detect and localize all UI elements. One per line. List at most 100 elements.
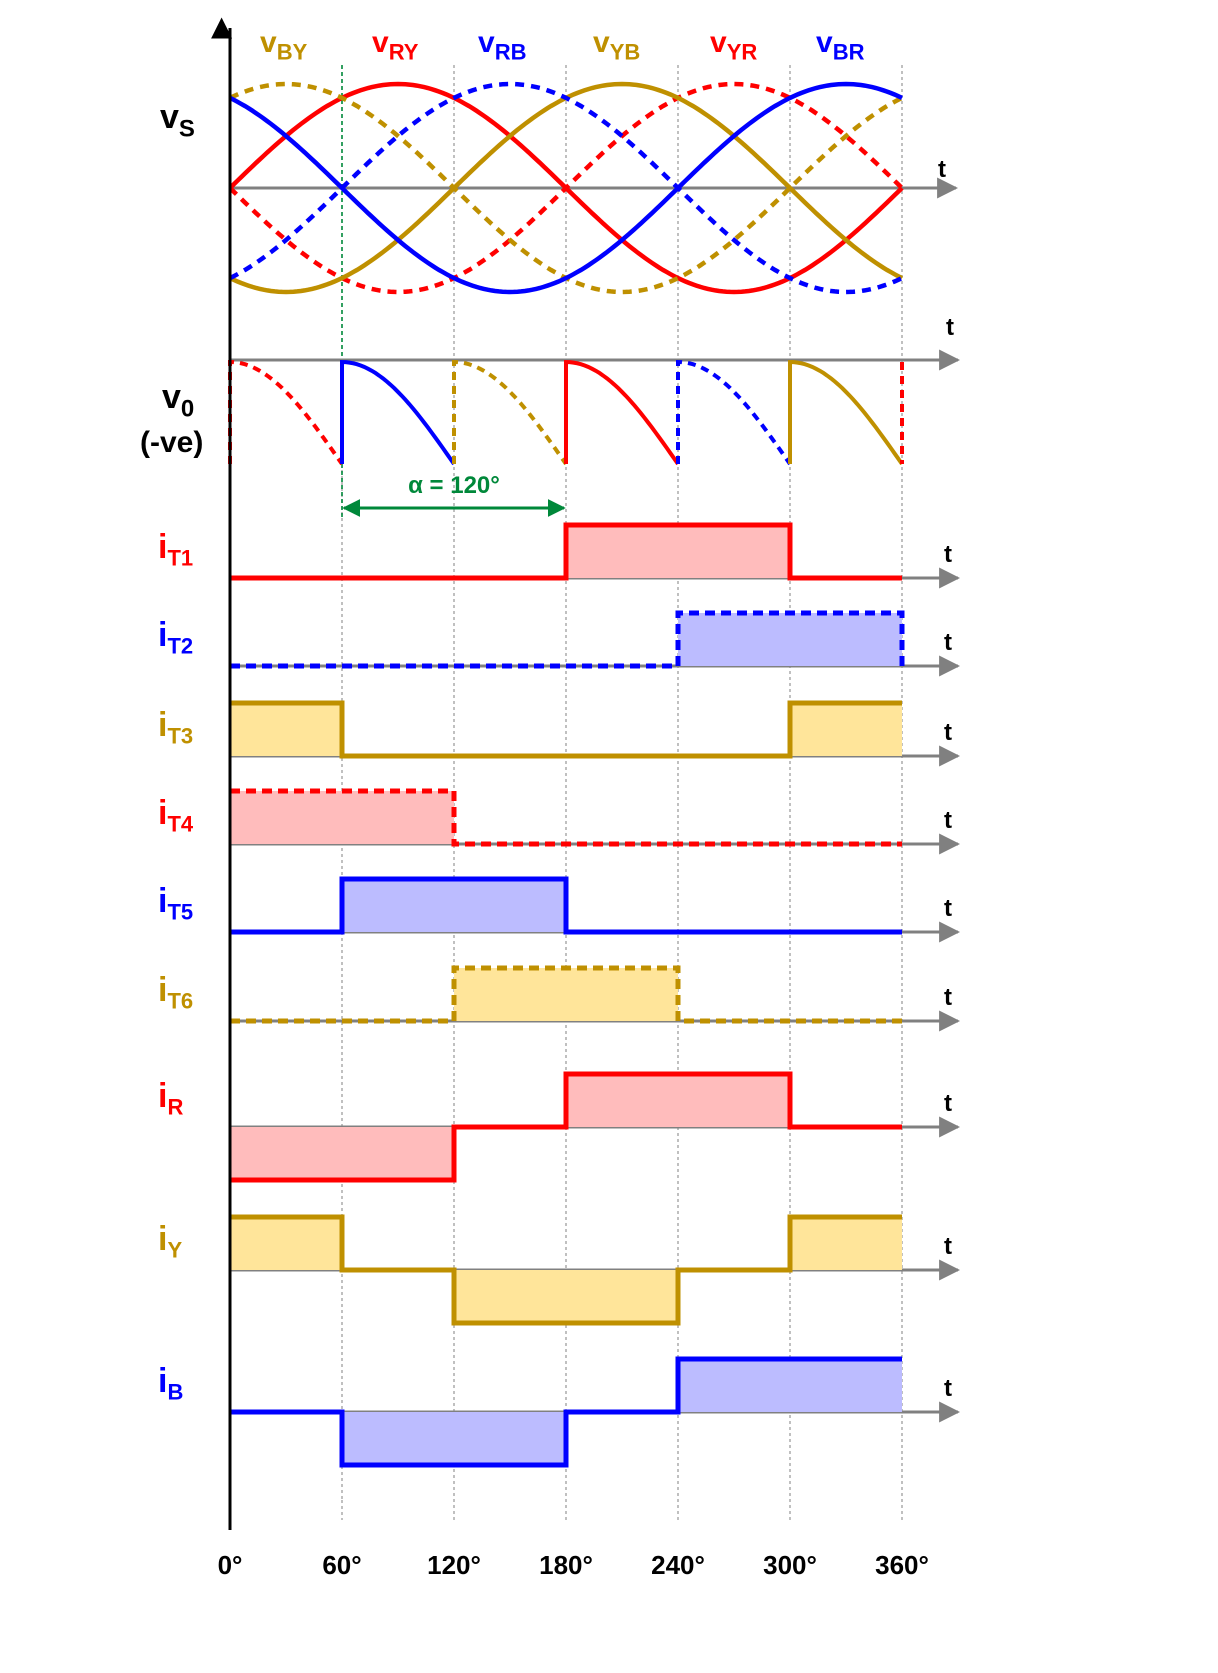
current-panel-T6: iT6 t bbox=[158, 965, 961, 1032]
current-label-T1: iT1 bbox=[158, 528, 193, 571]
current-label-B-main: i bbox=[158, 1362, 167, 1400]
current-wave-T2 bbox=[230, 610, 905, 669]
vs-panel-label-sub: S bbox=[179, 115, 195, 142]
current-fill-T5-0 bbox=[342, 879, 566, 932]
current-fill-B-1 bbox=[678, 1359, 902, 1412]
vs-phase-label-RB-main: v bbox=[478, 26, 495, 59]
current-wave-T4 bbox=[230, 788, 902, 847]
current-wave-T5 bbox=[230, 876, 902, 935]
current-label-Y: iY bbox=[158, 1220, 182, 1263]
vs-phase-label-RB-sub: RB bbox=[495, 40, 527, 65]
x-tick-360: 360° bbox=[875, 1550, 929, 1580]
current-panel-Y: iY t bbox=[158, 1214, 961, 1326]
current-label-T5: iT5 bbox=[158, 882, 193, 925]
vs-phase-label-BR-sub: BR bbox=[833, 40, 865, 65]
vo-panel-note: (-ve) bbox=[140, 426, 203, 459]
current-time-label-Y: t bbox=[944, 1233, 952, 1260]
current-label-T3-main: i bbox=[158, 706, 167, 744]
x-tick-120: 120° bbox=[427, 1550, 481, 1580]
current-label-B-sub: B bbox=[167, 1380, 183, 1405]
x-tick-300: 300° bbox=[763, 1550, 817, 1580]
vs-phase-label-YR: vYR bbox=[710, 26, 757, 65]
firing-angle-label: α = 120° bbox=[408, 472, 500, 499]
current-fill-Y-0 bbox=[230, 1217, 342, 1270]
vs-phase-label-BR: vBR bbox=[816, 26, 865, 65]
current-time-label-T6: t bbox=[944, 984, 952, 1011]
current-fill-R-0 bbox=[230, 1127, 454, 1180]
vs-phase-label-BY-sub: BY bbox=[277, 40, 308, 65]
x-axis-tick-labels: 0° 60° 120° 180° 240° 300° 360° bbox=[218, 1550, 929, 1580]
vo-panel-label-main: v bbox=[162, 378, 181, 416]
current-fill-T4-0 bbox=[230, 791, 454, 844]
current-time-label-B: t bbox=[944, 1375, 952, 1402]
current-fill-Y-2 bbox=[790, 1217, 902, 1270]
current-label-T1-sub: T1 bbox=[167, 546, 193, 571]
current-label-Y-sub: Y bbox=[167, 1238, 182, 1263]
current-time-label-T3: t bbox=[944, 719, 952, 746]
x-tick-240: 240° bbox=[651, 1550, 705, 1580]
current-label-T5-main: i bbox=[158, 882, 167, 920]
current-wave-R bbox=[230, 1071, 902, 1183]
current-fill-R-1 bbox=[566, 1074, 790, 1127]
current-fill-T3-1 bbox=[790, 703, 902, 756]
vo-segment-5 bbox=[676, 359, 792, 466]
current-time-label-T5: t bbox=[944, 895, 952, 922]
current-wave-T3 bbox=[230, 700, 902, 759]
current-panel-T4: iT4 t bbox=[158, 788, 961, 855]
vo-panel: t v0 (-ve) α = 120° bbox=[140, 314, 961, 517]
current-panel-T1: iT1 t bbox=[158, 522, 961, 589]
current-label-Y-main: i bbox=[158, 1220, 167, 1258]
current-label-T4-sub: T4 bbox=[167, 812, 193, 837]
vs-curve-RB bbox=[228, 81, 903, 295]
current-panel-B: iB t bbox=[158, 1356, 961, 1468]
vo-segment-2 bbox=[340, 359, 456, 466]
vo-segment-4 bbox=[564, 359, 680, 466]
current-label-T4-main: i bbox=[158, 794, 167, 832]
x-tick-60: 60° bbox=[322, 1550, 361, 1580]
vs-phase-label-YB-sub: YB bbox=[610, 40, 641, 65]
current-time-label-T2: t bbox=[944, 629, 952, 656]
vs-phase-label-RY-main: v bbox=[372, 26, 389, 59]
current-fill-T6-0 bbox=[454, 968, 678, 1021]
vo-segment-3 bbox=[452, 359, 568, 466]
vo-time-label: t bbox=[946, 314, 954, 341]
vs-panel-label: vS bbox=[160, 98, 195, 142]
current-label-T1-main: i bbox=[158, 528, 167, 566]
current-fill-T3-0 bbox=[230, 703, 342, 756]
x-tick-180: 180° bbox=[539, 1550, 593, 1580]
current-label-T2: iT2 bbox=[158, 616, 193, 659]
current-fill-B-0 bbox=[342, 1412, 566, 1465]
current-label-T3: iT3 bbox=[158, 706, 193, 749]
current-label-R-main: i bbox=[158, 1077, 167, 1115]
current-label-T2-main: i bbox=[158, 616, 167, 654]
current-label-T5-sub: T5 bbox=[167, 900, 193, 925]
vs-phase-label-RB: vRB bbox=[478, 26, 526, 65]
current-label-T2-sub: T2 bbox=[167, 634, 193, 659]
current-label-R: iR bbox=[158, 1077, 183, 1120]
current-time-label-R: t bbox=[944, 1090, 952, 1117]
current-panel-T5: iT5 t bbox=[158, 876, 961, 943]
vs-panel-label-main: v bbox=[160, 98, 179, 136]
vs-phase-label-BY-main: v bbox=[260, 26, 277, 59]
current-fill-T2-0 bbox=[678, 613, 902, 666]
current-time-label-T1: t bbox=[944, 541, 952, 568]
current-label-B: iB bbox=[158, 1362, 183, 1405]
current-label-T3-sub: T3 bbox=[167, 724, 193, 749]
vs-phase-label-BY: vBY bbox=[260, 26, 308, 65]
current-time-label-T4: t bbox=[944, 807, 952, 834]
vo-segment-6 bbox=[788, 359, 904, 466]
vo-segment-1 bbox=[228, 359, 344, 466]
vs-phase-label-YB: vYB bbox=[593, 26, 640, 65]
vs-phase-label-YB-main: v bbox=[593, 26, 610, 59]
current-panel-R: iR t bbox=[158, 1071, 961, 1183]
current-wave-B bbox=[230, 1356, 902, 1468]
current-label-T6-sub: T6 bbox=[167, 989, 193, 1014]
vs-phase-label-YR-sub: YR bbox=[727, 40, 758, 65]
vs-time-label: t bbox=[938, 156, 946, 183]
current-wave-T6 bbox=[230, 965, 902, 1024]
current-label-T6-main: i bbox=[158, 971, 167, 1009]
vs-phase-label-YR-main: v bbox=[710, 26, 727, 59]
vo-panel-label-sub: 0 bbox=[181, 395, 194, 422]
